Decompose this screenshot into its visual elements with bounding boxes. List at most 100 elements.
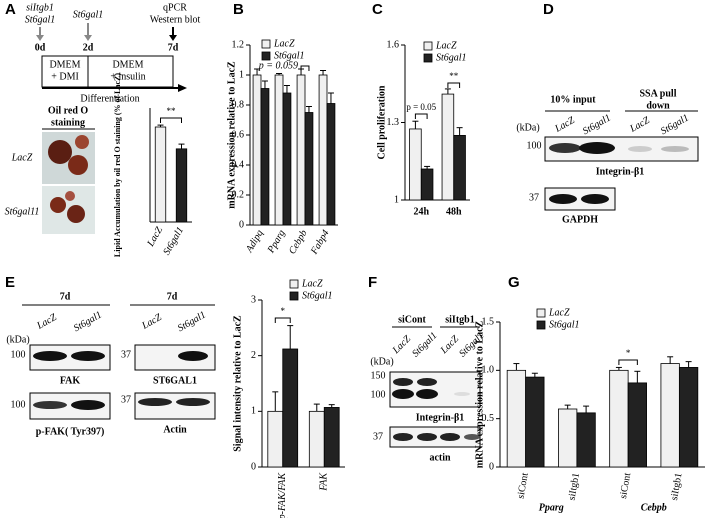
band bbox=[178, 351, 208, 361]
bar bbox=[267, 410, 284, 468]
significance-bracket bbox=[618, 359, 638, 365]
y-axis-label: mRNA expression relative to LacZ bbox=[226, 61, 237, 209]
bar bbox=[326, 103, 336, 226]
group-label: siItgb1 bbox=[445, 314, 474, 325]
lane-label: LacZ bbox=[390, 333, 413, 356]
y-tick-label: 0 bbox=[239, 219, 244, 230]
annotation: * bbox=[281, 306, 286, 316]
legend-label: St6gal1 bbox=[436, 52, 467, 63]
droplet bbox=[68, 155, 88, 175]
y-tick-label: 0 bbox=[251, 461, 256, 472]
blot-e: 7d 7d LacZ St6gal1 LacZ St6gal1 (kDa) 10… bbox=[6, 291, 216, 437]
panel-label: E bbox=[5, 274, 15, 291]
treatment: siItgb1 bbox=[26, 2, 54, 13]
y-tick-label: 1.3 bbox=[387, 117, 400, 128]
lane-label: St6gal1 bbox=[581, 112, 613, 137]
band bbox=[464, 434, 480, 440]
y-axis-label: mRNA expression relative to LacZ bbox=[474, 320, 485, 468]
bar bbox=[506, 369, 527, 468]
marker: 37 bbox=[121, 394, 131, 405]
bar bbox=[323, 407, 340, 468]
legend-label: St6gal1 bbox=[549, 319, 580, 330]
bar bbox=[318, 74, 328, 226]
bar bbox=[260, 88, 270, 226]
band-label: p-FAK( Tyr397) bbox=[36, 426, 105, 437]
band-label: ST6GAL1 bbox=[153, 375, 197, 386]
bar bbox=[274, 74, 284, 226]
bar bbox=[441, 93, 455, 201]
band-label: Integrin-β1 bbox=[416, 412, 465, 423]
y-tick-label: 0 bbox=[489, 461, 494, 472]
x-tick-label: St6gal1 bbox=[161, 225, 186, 257]
lane-label: LacZ bbox=[139, 312, 164, 333]
legend-label: St6gal1 bbox=[302, 290, 333, 301]
staining-title: staining bbox=[51, 117, 85, 128]
blot bbox=[134, 392, 216, 420]
lane-label: St6gal1 bbox=[72, 309, 104, 334]
droplet bbox=[75, 135, 89, 149]
band-label: actin bbox=[429, 452, 451, 463]
y-tick-label: 1.6 bbox=[387, 39, 400, 50]
band bbox=[581, 194, 609, 204]
kda: (kDa) bbox=[516, 122, 539, 133]
bar bbox=[420, 168, 434, 201]
staining-title: Oil red O bbox=[48, 105, 89, 116]
blot bbox=[544, 187, 616, 211]
y-tick-label: 0.8 bbox=[232, 99, 245, 110]
band-label: Actin bbox=[163, 424, 187, 435]
bar-chart: 0 1 2 3 Signal intensity relative to LacZ p-F… bbox=[232, 278, 345, 518]
panel-label: G bbox=[508, 274, 520, 291]
treatment: St6gal1 bbox=[25, 14, 56, 25]
annotation: * bbox=[626, 348, 631, 358]
lane-label: LacZ bbox=[552, 115, 577, 136]
x-tick-label: Pparg bbox=[265, 228, 287, 256]
bar bbox=[678, 367, 699, 468]
legend-label: LacZ bbox=[301, 278, 323, 289]
x-tick-label: FAK bbox=[319, 472, 330, 492]
time-label: 7d bbox=[167, 291, 178, 302]
x-tick-label: siItgb1 bbox=[669, 472, 685, 501]
annotation: p = 0.05 bbox=[406, 102, 436, 112]
band-label: Integrin-β1 bbox=[596, 166, 645, 177]
y-axis-label: Signal intensity relative to LacZ bbox=[232, 315, 243, 452]
droplet bbox=[48, 140, 72, 164]
legend-swatch bbox=[289, 291, 299, 301]
band bbox=[549, 143, 581, 153]
legend-swatch bbox=[536, 308, 546, 318]
blot-d: 10% input SSA pull down LacZ St6gal1 Lac… bbox=[516, 88, 699, 225]
legend-swatch bbox=[289, 279, 299, 289]
y-tick-label: 1 bbox=[251, 406, 256, 417]
band-label: FAK bbox=[60, 375, 81, 386]
bar bbox=[660, 363, 680, 468]
band bbox=[33, 401, 67, 409]
band-label: GAPDH bbox=[562, 214, 598, 225]
bar-chart: 0 0.2 0.4 0.6 0.8 1 1.2 mRNA expression relativ… bbox=[226, 38, 338, 257]
band bbox=[661, 146, 689, 152]
y-tick-label: 1.0 bbox=[482, 365, 495, 376]
legend-label: St6gal1 bbox=[274, 50, 305, 61]
band bbox=[176, 398, 210, 406]
droplet bbox=[65, 191, 75, 201]
annotation: ** bbox=[167, 106, 177, 116]
kda: (kDa) bbox=[6, 334, 29, 345]
y-tick-label: 1 bbox=[394, 194, 399, 205]
legend-label: LacZ bbox=[273, 38, 295, 49]
medium: DMEM bbox=[112, 59, 143, 70]
legend-swatch bbox=[261, 51, 271, 61]
marker: 100 bbox=[527, 140, 542, 151]
band bbox=[393, 433, 413, 441]
droplet bbox=[67, 205, 85, 223]
group-label: down bbox=[646, 100, 670, 111]
y-axis-label: Lipid Accumulation by oil red O staining… bbox=[113, 73, 122, 257]
y-tick-label: 0.6 bbox=[232, 129, 245, 140]
y-tick-label: 1 bbox=[239, 69, 244, 80]
medium: + insulin bbox=[110, 71, 145, 82]
droplet bbox=[50, 197, 66, 213]
bar-chart: 1 1.3 1.6 Cell proliferation 24h 48h LacZSt6ga… bbox=[376, 39, 470, 217]
significance-bracket bbox=[447, 82, 461, 88]
medium: DMEM bbox=[49, 59, 80, 70]
legend-swatch bbox=[423, 53, 433, 63]
bar bbox=[609, 369, 629, 468]
bar bbox=[154, 126, 167, 223]
panel-label: F bbox=[368, 274, 377, 291]
